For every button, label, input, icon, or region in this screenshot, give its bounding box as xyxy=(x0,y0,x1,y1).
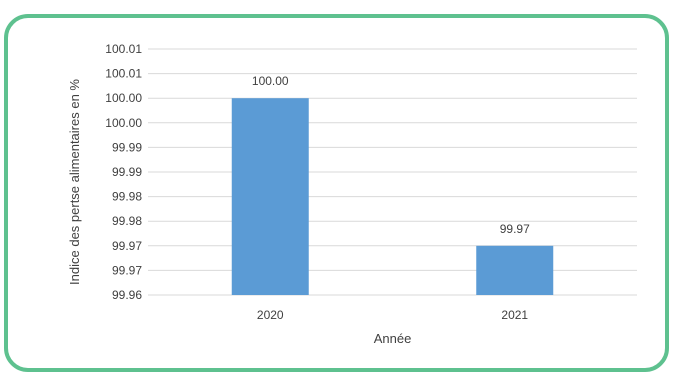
y-tick-label: 100.01 xyxy=(105,67,142,81)
gridlines xyxy=(148,48,637,296)
y-axis-title: Indice des pertse alimentaires en % xyxy=(67,79,82,285)
data-labels: 100.00 99.97 xyxy=(252,74,530,236)
y-tick-label: 99.96 xyxy=(112,288,142,302)
y-tick-label: 99.99 xyxy=(112,165,142,179)
data-label-2020: 100.00 xyxy=(252,74,289,88)
y-tick-labels: 99.96 99.97 99.97 99.98 99.98 99.99 99.99 100.0… xyxy=(105,42,142,302)
y-tick-label: 99.97 xyxy=(112,263,142,277)
x-tick-labels: 2020 2021 xyxy=(257,308,529,322)
bar-2020 xyxy=(231,98,309,295)
bar-2021 xyxy=(476,245,554,295)
bars xyxy=(231,98,554,295)
y-tick-label: 100.00 xyxy=(105,91,142,105)
y-tick-label: 99.99 xyxy=(112,140,142,154)
x-axis-title: Année xyxy=(374,331,412,346)
y-tick-label: 99.98 xyxy=(112,190,142,204)
y-tick-label: 100.00 xyxy=(105,116,142,130)
x-tick-label-2021: 2021 xyxy=(501,308,528,322)
y-tick-label: 100.01 xyxy=(105,42,142,56)
x-tick-label-2020: 2020 xyxy=(257,308,284,322)
data-label-2021: 99.97 xyxy=(500,222,530,236)
y-tick-label: 99.98 xyxy=(112,214,142,228)
y-tick-label: 99.97 xyxy=(112,239,142,253)
